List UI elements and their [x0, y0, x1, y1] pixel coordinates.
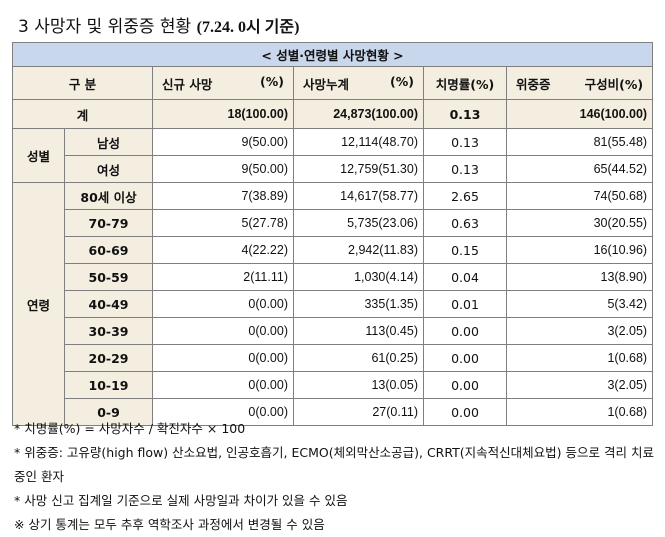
cell-severe: 30(20.55): [505, 209, 654, 237]
footnote: * 치명률(%) = 사망자수 / 확진자수 × 100: [14, 421, 246, 436]
cell-severe: 146(100.00): [505, 99, 654, 129]
row-label: 0-9: [64, 398, 153, 426]
header-severe: 위중증 구성비(%): [505, 66, 654, 100]
cell-cum: 61(0.25): [293, 344, 424, 372]
table-row: 연령 80세 이상 7(38.89) 14,617(58.77) 2.65 74…: [12, 182, 654, 426]
cell-new: 0(0.00): [152, 398, 294, 426]
row-label: 30-39: [64, 317, 153, 345]
row-label: 10-19: [64, 371, 153, 399]
cell-severe: 74(50.68): [505, 182, 654, 210]
cell-cum: 13(0.05): [293, 371, 424, 399]
row-label: 계: [12, 99, 153, 129]
cell-new: 9(50.00): [152, 128, 294, 156]
cell-severe: 65(44.52): [505, 155, 654, 183]
table-row: 50-59 2(11.11) 1,030(4.14) 0.04 13(8.90): [13, 263, 654, 291]
row-label: 70-79: [64, 209, 153, 237]
group-label-age: 연령: [12, 182, 65, 426]
cell-new: 0(0.00): [152, 290, 294, 318]
cell-severe: 81(55.48): [505, 128, 654, 156]
table-row: 60-69 4(22.22) 2,942(11.83) 0.15 16(10.9…: [13, 236, 654, 264]
cell-severe: 1(0.68): [505, 398, 654, 426]
footnote: * 사망 신고 집계일 기준으로 실제 사망일과 차이가 있을 수 있음: [14, 493, 348, 508]
cell-new: 4(22.22): [152, 236, 294, 264]
table-row: 20-29 0(0.00) 61(0.25) 0.00 1(0.68): [13, 344, 654, 372]
cell-cum: 5,735(23.06): [293, 209, 424, 237]
cell-cum: 113(0.45): [293, 317, 424, 345]
header-cum: 사망누계 (%): [293, 66, 424, 100]
page-title: 3 사망자 및 위중증 현황 (7.24. 0시 기준): [18, 12, 299, 37]
cell-fatality: 0.00: [423, 344, 507, 372]
cell-severe: 5(3.42): [505, 290, 654, 318]
row-label: 여성: [64, 155, 153, 183]
cell-cum: 27(0.11): [293, 398, 424, 426]
table-row: 10-19 0(0.00) 13(0.05) 0.00 3(2.05): [13, 371, 654, 399]
table-row: 70-79 5(27.78) 5,735(23.06) 0.63 30(20.5…: [13, 209, 654, 237]
cell-fatality: 0.01: [423, 290, 507, 318]
table-header-row: 구 분 신규 사망 (%) 사망누계 (%) 치명률(%) 위중증 구성비(%): [12, 66, 654, 100]
table-row: 30-39 0(0.00) 113(0.45) 0.00 3(2.05): [13, 317, 654, 345]
header-group: 구 분: [12, 66, 153, 100]
cell-fatality: 0.13: [423, 128, 507, 156]
cell-severe: 13(8.90): [505, 263, 654, 291]
cell-new: 0(0.00): [152, 344, 294, 372]
footnote: ※ 상기 통계는 모두 추후 역학조사 과정에서 변경될 수 있음: [14, 517, 325, 532]
cell-severe: 16(10.96): [505, 236, 654, 264]
cell-cum: 12,759(51.30): [293, 155, 424, 183]
cell-cum: 12,114(48.70): [293, 128, 424, 156]
cell-fatality: 0.15: [423, 236, 507, 264]
footnotes: * 치명률(%) = 사망자수 / 확진자수 × 100 * 위중증: 고유량(…: [14, 417, 654, 537]
cell-cum: 1,030(4.14): [293, 263, 424, 291]
cell-new: 5(27.78): [152, 209, 294, 237]
title-main: 3 사망자 및 위중증 현황: [18, 17, 192, 37]
cell-fatality: 0.00: [423, 371, 507, 399]
row-label: 80세 이상: [64, 182, 153, 210]
cell-fatality: 0.13: [423, 155, 507, 183]
cell-new: 9(50.00): [152, 155, 294, 183]
cell-new: 0(0.00): [152, 371, 294, 399]
row-label: 40-49: [64, 290, 153, 318]
cell-fatality: 0.63: [423, 209, 507, 237]
row-label: 20-29: [64, 344, 153, 372]
cell-fatality: 0.00: [423, 317, 507, 345]
cell-cum: 335(1.35): [293, 290, 424, 318]
footnote: * 위중증: 고유량(high flow) 산소요법, 인공호흡기, ECMO(…: [14, 445, 654, 484]
cell-cum: 2,942(11.83): [293, 236, 424, 264]
title-date: (7.24. 0시 기준): [196, 19, 300, 36]
header-fatality: 치명률(%): [423, 66, 507, 100]
row-label: 50-59: [64, 263, 153, 291]
table-caption-row: < 성별·연령별 사망현황 >: [11, 42, 654, 67]
cell-fatality: 2.65: [423, 182, 507, 210]
table-row: 성별 남성 9(50.00) 12,114(48.70) 0.13 81(55.…: [12, 128, 654, 183]
table-caption: < 성별·연령별 사망현황 >: [11, 42, 654, 67]
cell-severe: 1(0.68): [505, 344, 654, 372]
table-row-total: 계 18(100.00) 24,873(100.00) 0.13 146(100…: [12, 99, 654, 129]
cell-cum: 24,873(100.00): [293, 99, 424, 129]
cell-fatality: 0.04: [423, 263, 507, 291]
group-label-sex: 성별: [12, 128, 65, 183]
table-row: 0-9 0(0.00) 27(0.11) 0.00 1(0.68): [13, 398, 654, 426]
cell-new: 0(0.00): [152, 317, 294, 345]
cell-new: 18(100.00): [152, 99, 294, 129]
death-stats-table: < 성별·연령별 사망현황 > 구 분 신규 사망 (%) 사망누계 (%) 치명률…: [11, 42, 654, 426]
row-label: 60-69: [64, 236, 153, 264]
cell-fatality: 0.13: [423, 99, 507, 129]
table-row: 여성 9(50.00) 12,759(51.30) 0.13 65(44.52): [13, 155, 654, 183]
table-row: 40-49 0(0.00) 335(1.35) 0.01 5(3.42): [13, 290, 654, 318]
cell-new: 7(38.89): [152, 182, 294, 210]
cell-new: 2(11.11): [152, 263, 294, 291]
row-label: 남성: [64, 128, 153, 156]
cell-severe: 3(2.05): [505, 317, 654, 345]
cell-cum: 14,617(58.77): [293, 182, 424, 210]
header-new: 신규 사망 (%): [152, 66, 294, 100]
cell-severe: 3(2.05): [505, 371, 654, 399]
cell-fatality: 0.00: [423, 398, 507, 426]
